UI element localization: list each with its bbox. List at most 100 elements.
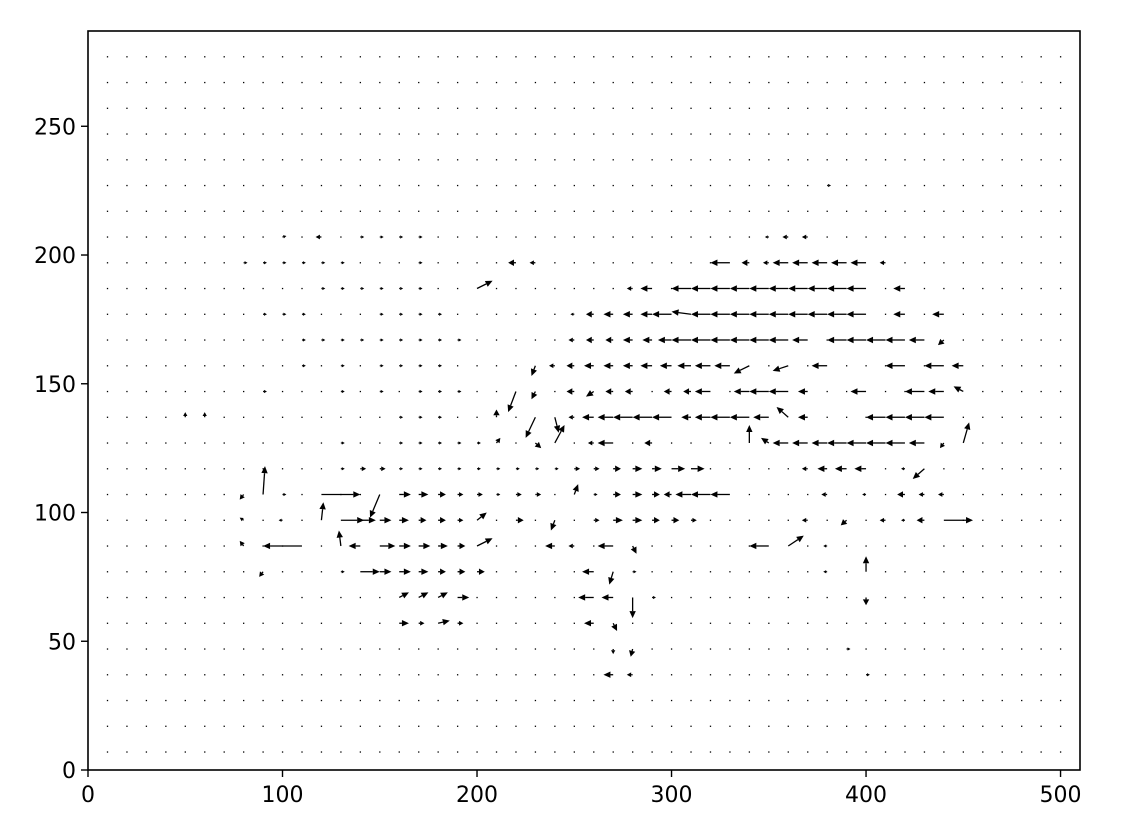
zero-vector-dot	[106, 287, 109, 290]
zero-vector-dot	[165, 699, 167, 702]
zero-vector-dot	[145, 81, 148, 84]
zero-vector-dot	[379, 416, 381, 418]
vector-arrow	[772, 439, 789, 447]
zero-vector-dot	[1021, 262, 1023, 264]
vector-arrow-head	[862, 556, 870, 564]
zero-vector-dot	[456, 725, 459, 727]
zero-vector-dot	[904, 56, 906, 58]
vector-arrow-head	[753, 414, 761, 421]
zero-vector-dot	[340, 313, 342, 315]
zero-vector-dot	[184, 287, 186, 290]
zero-vector-dot	[456, 287, 459, 290]
vector-arrow-head	[671, 309, 679, 316]
vector-arrow-head	[585, 390, 594, 397]
vector-arrow-head	[690, 336, 698, 344]
zero-vector-dot	[632, 184, 634, 187]
zero-vector-dot	[1059, 571, 1062, 573]
vector-arrow-head	[380, 235, 384, 239]
vector-arrow	[792, 439, 808, 447]
vector-arrow	[608, 571, 615, 585]
zero-vector-dot	[729, 468, 731, 470]
zero-vector-dot	[612, 262, 614, 264]
zero-vector-dot	[982, 725, 984, 727]
zero-vector-dot	[573, 699, 575, 702]
zero-vector-dot	[554, 751, 556, 753]
vector-arrow	[652, 311, 672, 318]
zero-vector-dot	[962, 287, 964, 290]
zero-vector-dot	[340, 416, 342, 418]
vector-arrow-head	[341, 338, 345, 342]
zero-vector-dot	[1040, 571, 1042, 573]
zero-vector-dot	[1040, 339, 1042, 341]
vector-arrow	[632, 465, 643, 472]
zero-vector-dots	[106, 56, 1062, 753]
vector-arrow	[840, 519, 848, 526]
zero-vector-dot	[729, 596, 731, 599]
vector-arrow-head	[419, 312, 423, 316]
zero-vector-dot	[1021, 416, 1023, 418]
vector-arrow-head	[746, 424, 753, 432]
vector-arrow-head	[244, 261, 248, 265]
vector-arrow-head	[283, 312, 287, 316]
zero-vector-dot	[476, 236, 478, 238]
zero-vector-dot	[223, 159, 225, 161]
zero-vector-dot	[632, 236, 634, 238]
vector-arrow	[749, 285, 769, 292]
vector-arrow-head	[419, 389, 423, 394]
zero-vector-dot	[379, 184, 381, 187]
vector-arrow-head	[846, 311, 854, 318]
vector-arrow	[772, 259, 789, 266]
zero-vector-dot	[787, 133, 789, 135]
vector-arrow-head	[584, 362, 591, 369]
zero-vector-dot	[262, 184, 264, 187]
zero-vector-dot	[1059, 313, 1062, 315]
vector-arrow	[694, 388, 711, 395]
vector-arrow	[605, 388, 614, 395]
zero-vector-dot	[184, 56, 186, 58]
vector-arrow	[801, 234, 808, 240]
vector-arrow-head	[807, 285, 815, 292]
vector-arrow	[301, 338, 306, 342]
vector-arrow-head	[885, 414, 893, 421]
zero-vector-dot	[340, 133, 342, 135]
vector-arrow	[827, 183, 832, 188]
vector-arrow-head	[714, 362, 722, 369]
zero-vector-dot	[320, 648, 323, 650]
vector-arrow	[603, 311, 614, 318]
zero-vector-dot	[437, 674, 439, 676]
vector-arrow-head	[605, 336, 612, 344]
vector-arrow-head	[939, 442, 945, 449]
zero-vector-dot	[1040, 210, 1042, 212]
vector-arrow	[866, 414, 886, 421]
zero-vector-dot	[515, 571, 517, 573]
zero-vector-dot	[184, 468, 186, 470]
zero-vector-dot	[748, 596, 751, 599]
zero-vector-dot	[1040, 416, 1042, 418]
vector-arrow-head	[901, 467, 904, 471]
zero-vector-dot	[982, 545, 984, 547]
zero-vector-dot	[398, 751, 400, 753]
zero-vector-dot	[554, 674, 556, 676]
vector-arrow-head	[264, 312, 267, 316]
vector-arrow-shaft	[552, 520, 556, 525]
vector-arrow-head	[827, 336, 835, 344]
zero-vector-dot	[359, 416, 362, 418]
zero-vector-dot	[826, 519, 828, 521]
zero-vector-dot	[243, 648, 245, 650]
zero-vector-dot	[1021, 725, 1023, 727]
zero-vector-dot	[145, 674, 148, 676]
zero-vector-dot	[904, 751, 906, 753]
zero-vector-dot	[204, 133, 206, 135]
zero-vector-dot	[495, 159, 498, 161]
zero-vector-dot	[223, 519, 225, 521]
zero-vector-dot	[1021, 442, 1023, 444]
zero-vector-dot	[709, 622, 712, 624]
zero-vector-dot	[1040, 81, 1042, 84]
vector-arrow-head	[764, 235, 768, 239]
vector-arrow	[807, 311, 828, 318]
zero-vector-dot	[184, 81, 186, 84]
zero-vector-dot	[262, 210, 264, 212]
vector-arrow	[584, 362, 594, 369]
zero-vector-dot	[243, 236, 245, 238]
zero-vector-dot	[398, 674, 400, 676]
